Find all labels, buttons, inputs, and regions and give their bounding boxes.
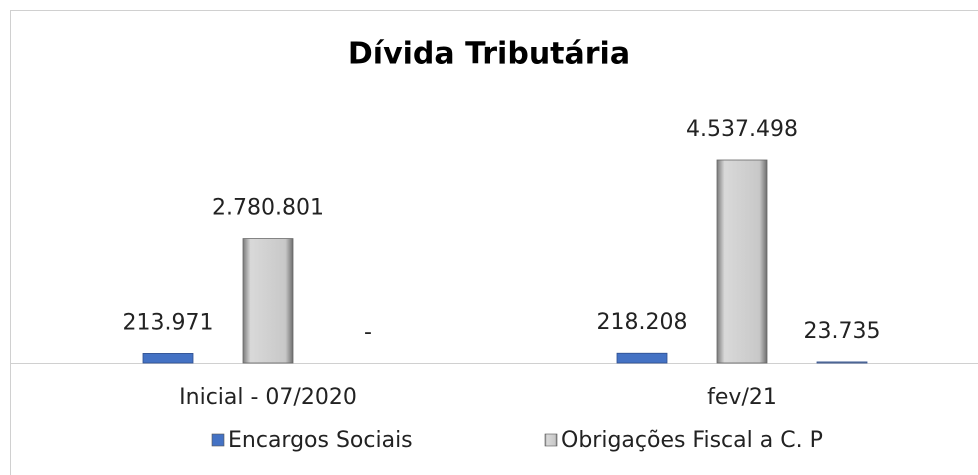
bar: [616, 352, 668, 364]
data-label: 213.971: [123, 310, 214, 335]
x-tick-label: Inicial - 07/2020: [179, 385, 357, 410]
legend-label: Obrigações Fiscal a C. P: [561, 428, 823, 453]
data-label: 4.537.498: [686, 117, 798, 142]
bar: [242, 238, 294, 364]
legend-marker: [211, 433, 225, 447]
data-label: -: [364, 320, 372, 345]
data-label: 218.208: [597, 310, 688, 335]
bar: [816, 361, 868, 364]
chart-title: Dívida Tributária: [348, 37, 630, 72]
chart-border: [10, 10, 978, 475]
legend-label: Encargos Sociais: [228, 428, 413, 453]
data-label: 2.780.801: [212, 196, 324, 221]
bar: [716, 159, 768, 364]
data-label: 23.735: [804, 319, 881, 344]
x-tick-label: fev/21: [707, 385, 777, 410]
bar: [142, 353, 194, 364]
legend-marker: [544, 433, 558, 447]
